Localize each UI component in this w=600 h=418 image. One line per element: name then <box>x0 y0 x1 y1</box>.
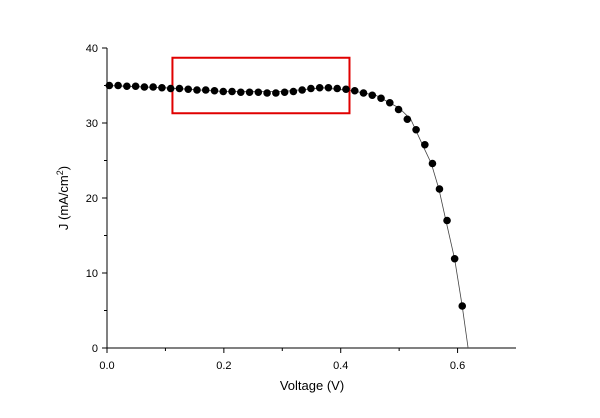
y-tick-label: 0 <box>92 343 98 355</box>
y-axis-title-sup: 2 <box>55 170 65 175</box>
data-point <box>350 86 359 95</box>
data-point <box>421 140 429 149</box>
data-point <box>385 98 394 107</box>
fit-curve <box>106 85 469 349</box>
data-point <box>342 85 350 94</box>
x-tick-label: 0.6 <box>450 360 465 372</box>
data-point <box>403 115 412 124</box>
data-point <box>412 125 420 134</box>
data-point <box>123 82 131 91</box>
data-point <box>105 81 114 90</box>
data-point <box>237 88 245 97</box>
data-point <box>289 87 298 96</box>
data-point <box>458 302 467 310</box>
data-point <box>201 86 210 94</box>
y-axis-ticks: 0 10 20 30 40 <box>86 43 107 355</box>
y-axis-title-main: J (mA/cm <box>56 175 71 230</box>
y-tick-label: 20 <box>86 193 98 205</box>
data-point <box>263 89 271 97</box>
data-point <box>359 89 368 97</box>
data-point <box>315 83 324 92</box>
x-axis-title: Voltage (V) <box>280 378 344 393</box>
data-point <box>158 83 166 92</box>
data-point <box>184 85 193 94</box>
data-point <box>193 86 201 94</box>
x-tick-label: 0.4 <box>333 360 348 372</box>
data-point <box>435 185 444 193</box>
data-point <box>280 88 289 97</box>
data-point <box>219 87 228 96</box>
data-point <box>450 254 459 263</box>
fit-curve-layer <box>106 85 469 349</box>
x-tick-label: 0.2 <box>216 360 231 372</box>
data-point <box>324 83 333 92</box>
data-point <box>307 84 315 93</box>
data-point <box>114 81 122 90</box>
y-tick-label: 30 <box>86 118 98 130</box>
data-point <box>245 88 254 97</box>
y-axis-title: J (mA/cm2) <box>55 166 71 230</box>
data-point <box>149 83 157 91</box>
data-point <box>210 86 219 95</box>
highlight-layer <box>171 56 351 115</box>
y-tick-label: 40 <box>86 43 98 55</box>
data-point <box>272 89 280 97</box>
data-point <box>131 82 140 91</box>
y-axis-title-end: ) <box>56 166 71 170</box>
plot-frame <box>106 48 516 349</box>
data-point <box>298 86 306 94</box>
data-point <box>428 159 437 168</box>
data-point <box>166 84 175 93</box>
data-points-layer <box>105 81 467 310</box>
y-tick-label: 10 <box>86 268 98 280</box>
data-point <box>254 88 263 97</box>
data-point <box>333 84 342 93</box>
data-point <box>228 87 236 96</box>
data-point <box>377 94 385 103</box>
data-point <box>368 91 377 100</box>
data-point <box>394 105 403 114</box>
data-point <box>140 83 149 91</box>
x-axis-ticks: 0.0 0.2 0.4 0.6 <box>99 348 465 372</box>
x-tick-label: 0.0 <box>99 360 114 372</box>
highlight-box <box>171 56 351 115</box>
data-point <box>443 216 451 225</box>
data-point <box>175 84 184 93</box>
